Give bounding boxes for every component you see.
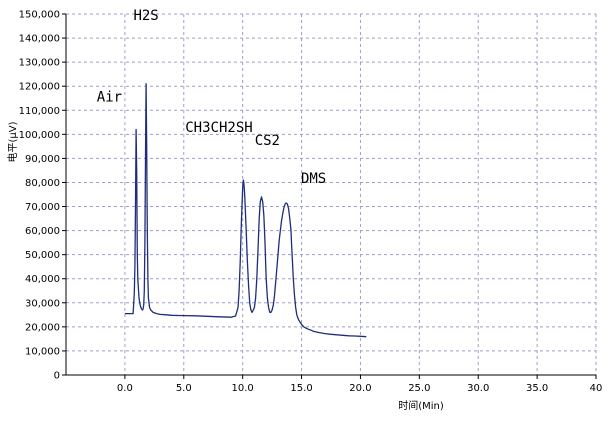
y-tick-label: 30,000	[25, 298, 60, 309]
peak-label: CH3CH2SH	[185, 120, 252, 136]
x-tick-label: 10.0	[232, 383, 254, 394]
peak-label: CS2	[255, 133, 280, 149]
x-tick-label: 35.0	[526, 383, 548, 394]
y-tick-label: 20,000	[25, 322, 60, 333]
y-tick-label: 140,000	[19, 34, 60, 45]
x-tick-label: 15.0	[290, 383, 312, 394]
y-tick-label: 50,000	[25, 250, 60, 261]
y-tick-label: 110,000	[19, 106, 60, 117]
y-tick-label: 120,000	[19, 82, 60, 93]
axes	[62, 13, 597, 379]
y-tick-label: 10,000	[25, 346, 60, 357]
y-tick-label: 60,000	[25, 226, 60, 237]
y-tick-labels: 0 10,000 20,000 30,000 40,000 50,000 60,000 70,…	[19, 10, 60, 382]
x-axis-title: 时间(Min)	[398, 399, 444, 412]
y-tick-label: 70,000	[25, 202, 60, 213]
x-tick-label: 25.0	[408, 383, 430, 394]
peak-label: H2S	[133, 8, 158, 24]
peak-label: DMS	[301, 171, 326, 187]
x-tick-label: 5.0	[176, 383, 192, 394]
peak-label: Air	[97, 90, 122, 106]
x-tick-label: 0.0	[117, 383, 133, 394]
x-tick-label: 30.0	[467, 383, 489, 394]
y-tick-label: 90,000	[25, 154, 60, 165]
y-tick-label: 0	[54, 371, 60, 382]
x-tick-label: 20.0	[349, 383, 371, 394]
grid-lines	[66, 13, 597, 375]
y-tick-label: 130,000	[19, 58, 60, 69]
y-tick-label: 150,000	[19, 10, 60, 21]
y-tick-label: 100,000	[19, 130, 60, 141]
series-trace	[124, 83, 367, 338]
series-line	[124, 83, 367, 338]
x-tick-labels: 0.0 5.0 10.0 15.0 20.0 25.0 30.0 35.0 40	[117, 383, 602, 394]
y-axis-title: 电平(μV)	[6, 121, 19, 162]
y-tick-label: 40,000	[25, 274, 60, 285]
x-tick-label: 40	[590, 383, 603, 394]
y-tick-label: 80,000	[25, 178, 60, 189]
